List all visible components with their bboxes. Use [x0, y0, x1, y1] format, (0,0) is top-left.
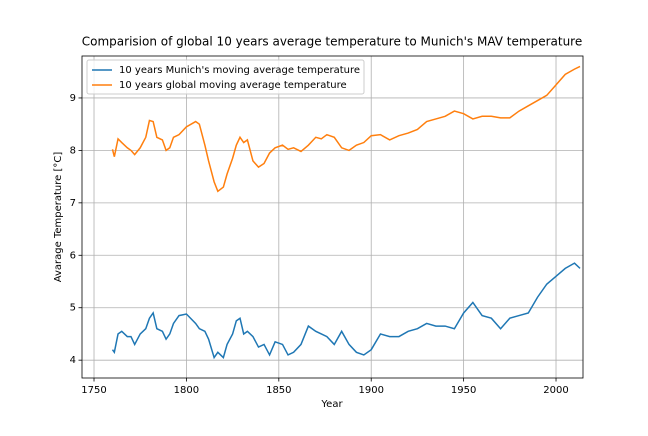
x-tick-label: 1750	[81, 385, 106, 396]
y-tick-label: 7	[70, 198, 76, 209]
y-tick-label: 4	[70, 355, 76, 366]
y-tick-label: 8	[70, 145, 76, 156]
y-axis-label: Avarage Temperature [°C]	[53, 152, 64, 283]
chart-title: Comparision of global 10 years average t…	[82, 35, 582, 49]
y-tick-label: 6	[70, 250, 76, 261]
legend-box	[86, 59, 365, 95]
legend: 10 years Munich's moving average tempera…	[86, 59, 365, 95]
data-line	[111, 262, 581, 360]
y-tick-label: 9	[70, 93, 76, 104]
x-tick-label: 1900	[358, 385, 383, 396]
legend-label: 10 years global moving average temperatu…	[119, 80, 347, 91]
plot-frame	[81, 55, 584, 379]
data-line	[111, 65, 581, 193]
x-tick-label: 1800	[174, 385, 199, 396]
x-tick-label: 1950	[451, 385, 476, 396]
x-tick-label: 2000	[543, 385, 568, 396]
x-tick-label: 1850	[266, 385, 291, 396]
y-tick-label: 5	[70, 303, 76, 314]
legend-label: 10 years Munich's moving average tempera…	[119, 65, 360, 76]
x-axis-label: Year	[320, 399, 343, 410]
